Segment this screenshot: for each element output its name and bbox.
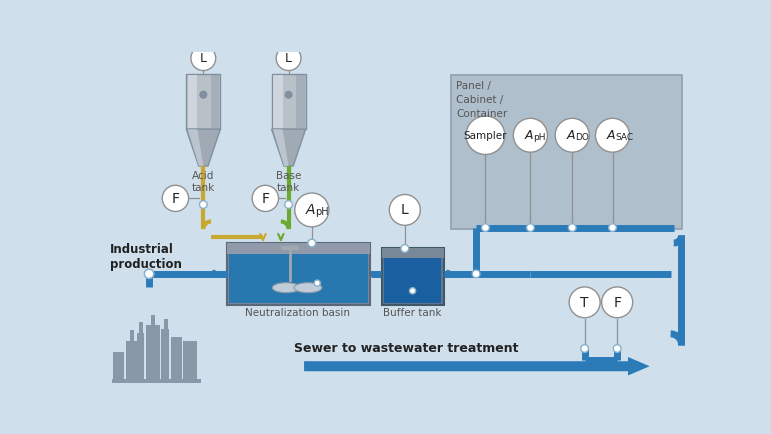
- Bar: [163, 319, 167, 330]
- Circle shape: [473, 270, 480, 278]
- Bar: [139, 322, 143, 334]
- Ellipse shape: [272, 283, 300, 293]
- Polygon shape: [188, 129, 204, 166]
- Bar: [146, 326, 160, 381]
- Bar: [384, 258, 441, 303]
- Polygon shape: [273, 129, 288, 166]
- Text: Sampler: Sampler: [463, 131, 507, 141]
- Bar: [151, 315, 155, 326]
- Circle shape: [401, 245, 409, 252]
- Circle shape: [284, 201, 292, 208]
- Polygon shape: [187, 129, 221, 166]
- Circle shape: [409, 288, 416, 294]
- Circle shape: [555, 118, 589, 152]
- Circle shape: [608, 224, 616, 231]
- Circle shape: [513, 118, 547, 152]
- Circle shape: [295, 193, 329, 227]
- Text: F: F: [171, 192, 180, 206]
- Text: pH: pH: [315, 207, 328, 217]
- Bar: [382, 248, 443, 258]
- Bar: [227, 243, 370, 254]
- Text: L: L: [285, 52, 292, 65]
- Circle shape: [144, 269, 153, 279]
- Circle shape: [568, 224, 576, 231]
- Bar: [296, 75, 305, 128]
- Bar: [210, 75, 220, 128]
- Ellipse shape: [294, 283, 322, 293]
- Text: A: A: [567, 129, 575, 142]
- Text: T: T: [581, 296, 589, 310]
- Text: L: L: [200, 52, 207, 65]
- Circle shape: [144, 269, 153, 279]
- Bar: [273, 75, 283, 128]
- Text: DO: DO: [575, 133, 589, 141]
- Circle shape: [613, 345, 621, 352]
- Bar: [130, 330, 134, 342]
- Circle shape: [527, 224, 534, 231]
- Bar: [188, 75, 197, 128]
- Text: Industrial
production: Industrial production: [110, 243, 182, 271]
- Text: A: A: [607, 129, 615, 142]
- Text: Base
tank: Base tank: [276, 171, 301, 193]
- Bar: [281, 246, 299, 250]
- Text: Acid
tank: Acid tank: [192, 171, 215, 193]
- FancyBboxPatch shape: [187, 74, 221, 129]
- Bar: [227, 243, 370, 305]
- Circle shape: [200, 91, 207, 98]
- Circle shape: [162, 185, 189, 211]
- Circle shape: [191, 46, 216, 71]
- Circle shape: [314, 280, 320, 286]
- Text: pH: pH: [534, 133, 546, 141]
- Circle shape: [308, 239, 315, 247]
- FancyArrow shape: [304, 357, 650, 375]
- Bar: [170, 337, 182, 381]
- Circle shape: [581, 345, 588, 352]
- Bar: [183, 341, 197, 381]
- Bar: [136, 333, 144, 381]
- Text: Panel /
Cabinet /
Container: Panel / Cabinet / Container: [456, 81, 507, 119]
- Bar: [113, 352, 124, 381]
- Circle shape: [252, 185, 278, 211]
- Circle shape: [569, 287, 600, 318]
- Text: A: A: [525, 129, 534, 142]
- Circle shape: [276, 46, 301, 71]
- Circle shape: [200, 201, 207, 208]
- Circle shape: [466, 116, 505, 155]
- Text: F: F: [613, 296, 621, 310]
- Text: L: L: [401, 203, 409, 217]
- Circle shape: [285, 91, 292, 98]
- Text: F: F: [261, 192, 269, 206]
- Text: Neutralization basin: Neutralization basin: [245, 309, 350, 319]
- Bar: [229, 254, 368, 303]
- Text: Sewer to wastewater treatment: Sewer to wastewater treatment: [294, 342, 519, 355]
- Text: SAC: SAC: [615, 133, 634, 141]
- Bar: [126, 341, 138, 381]
- Bar: [382, 248, 443, 305]
- Text: Buffer tank: Buffer tank: [383, 309, 442, 319]
- Text: A: A: [306, 203, 315, 217]
- Circle shape: [389, 194, 420, 225]
- FancyBboxPatch shape: [451, 75, 682, 229]
- Bar: [112, 379, 201, 383]
- Polygon shape: [271, 129, 305, 166]
- Circle shape: [595, 118, 630, 152]
- Bar: [161, 329, 169, 381]
- Circle shape: [482, 224, 490, 231]
- Circle shape: [601, 287, 633, 318]
- FancyBboxPatch shape: [271, 74, 305, 129]
